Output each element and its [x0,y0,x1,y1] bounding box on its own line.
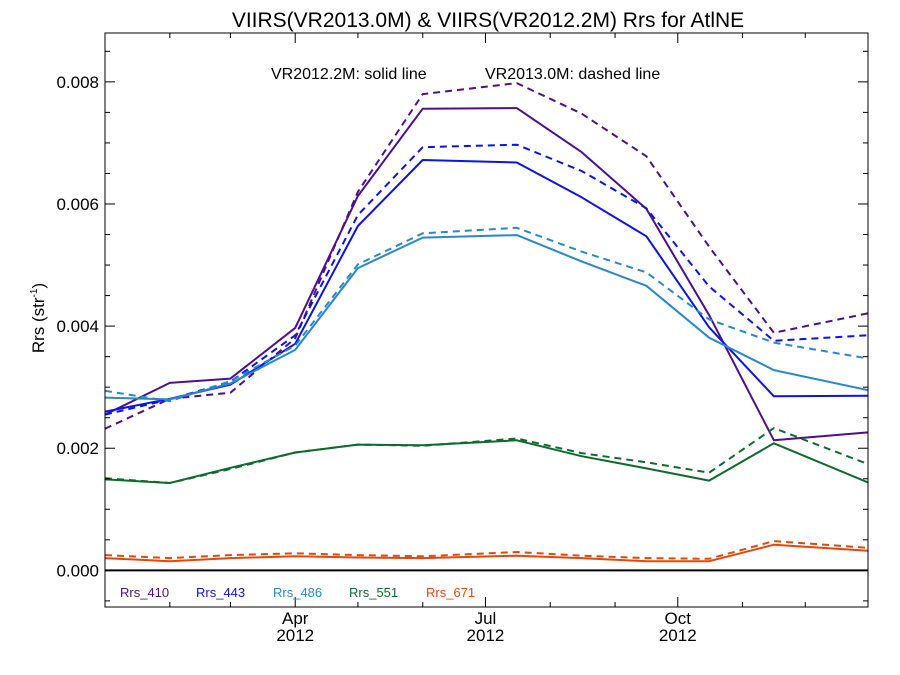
series-line-Rrs_410-dashed [105,82,868,430]
legend-entry-Rrs_410: Rrs_410 [120,585,169,600]
y-axis-label: Rrs (str-1) [29,283,48,353]
x-tick-label-year: 2012 [659,626,697,645]
series-line-Rrs_671-solid [105,543,868,563]
legend-entry-Rrs_443: Rrs_443 [196,585,245,600]
y-tick-label: 0.000 [56,561,99,580]
series-line-Rrs_551-dashed [105,427,868,484]
x-tick-label-year: 2012 [276,626,314,645]
x-tick-label-month: Oct [665,609,692,628]
series-layer [105,82,868,563]
legend: Rrs_410 Rrs_443 Rrs_486 Rrs_551 Rrs_671 [120,585,475,600]
x-tick-label-year: 2012 [467,626,505,645]
y-tick-label: 0.002 [56,439,99,458]
series-line-Rrs_551-solid [105,439,868,484]
annotation-dashed-line: VR2013.0M: dashed line [485,66,660,83]
series-line-Rrs_410-solid [105,107,868,442]
series-line-Rrs_671-dashed [105,540,868,560]
series-line-Rrs_443-dashed [105,143,868,416]
legend-entry-Rrs_671: Rrs_671 [426,585,475,600]
plot-frame [104,32,869,608]
series-line-Rrs_486-solid [105,234,868,401]
y-axis-label-close: ) [29,283,48,289]
legend-entry-Rrs_486: Rrs_486 [273,585,322,600]
x-tick-label-month: Apr [282,609,309,628]
y-axis-label-main: Rrs (str [29,297,48,353]
y-tick-label: 0.008 [56,73,99,92]
y-tick-label: 0.006 [56,195,99,214]
x-tick-label-month: Jul [475,609,497,628]
annotation-solid-line: VR2012.2M: solid line [271,66,427,83]
axes: 0.0000.0020.0040.0060.008Apr2012Jul2012O… [56,32,869,645]
series-line-Rrs_443-solid [105,159,868,413]
legend-entry-Rrs_551: Rrs_551 [349,585,398,600]
y-tick-label: 0.004 [56,317,99,336]
y-axis-label-superscript: -1 [29,288,40,297]
series-line-Rrs_486-dashed [105,226,868,403]
chart-title: VIIRS(VR2013.0M) & VIIRS(VR2012.2M) Rrs … [232,9,744,32]
